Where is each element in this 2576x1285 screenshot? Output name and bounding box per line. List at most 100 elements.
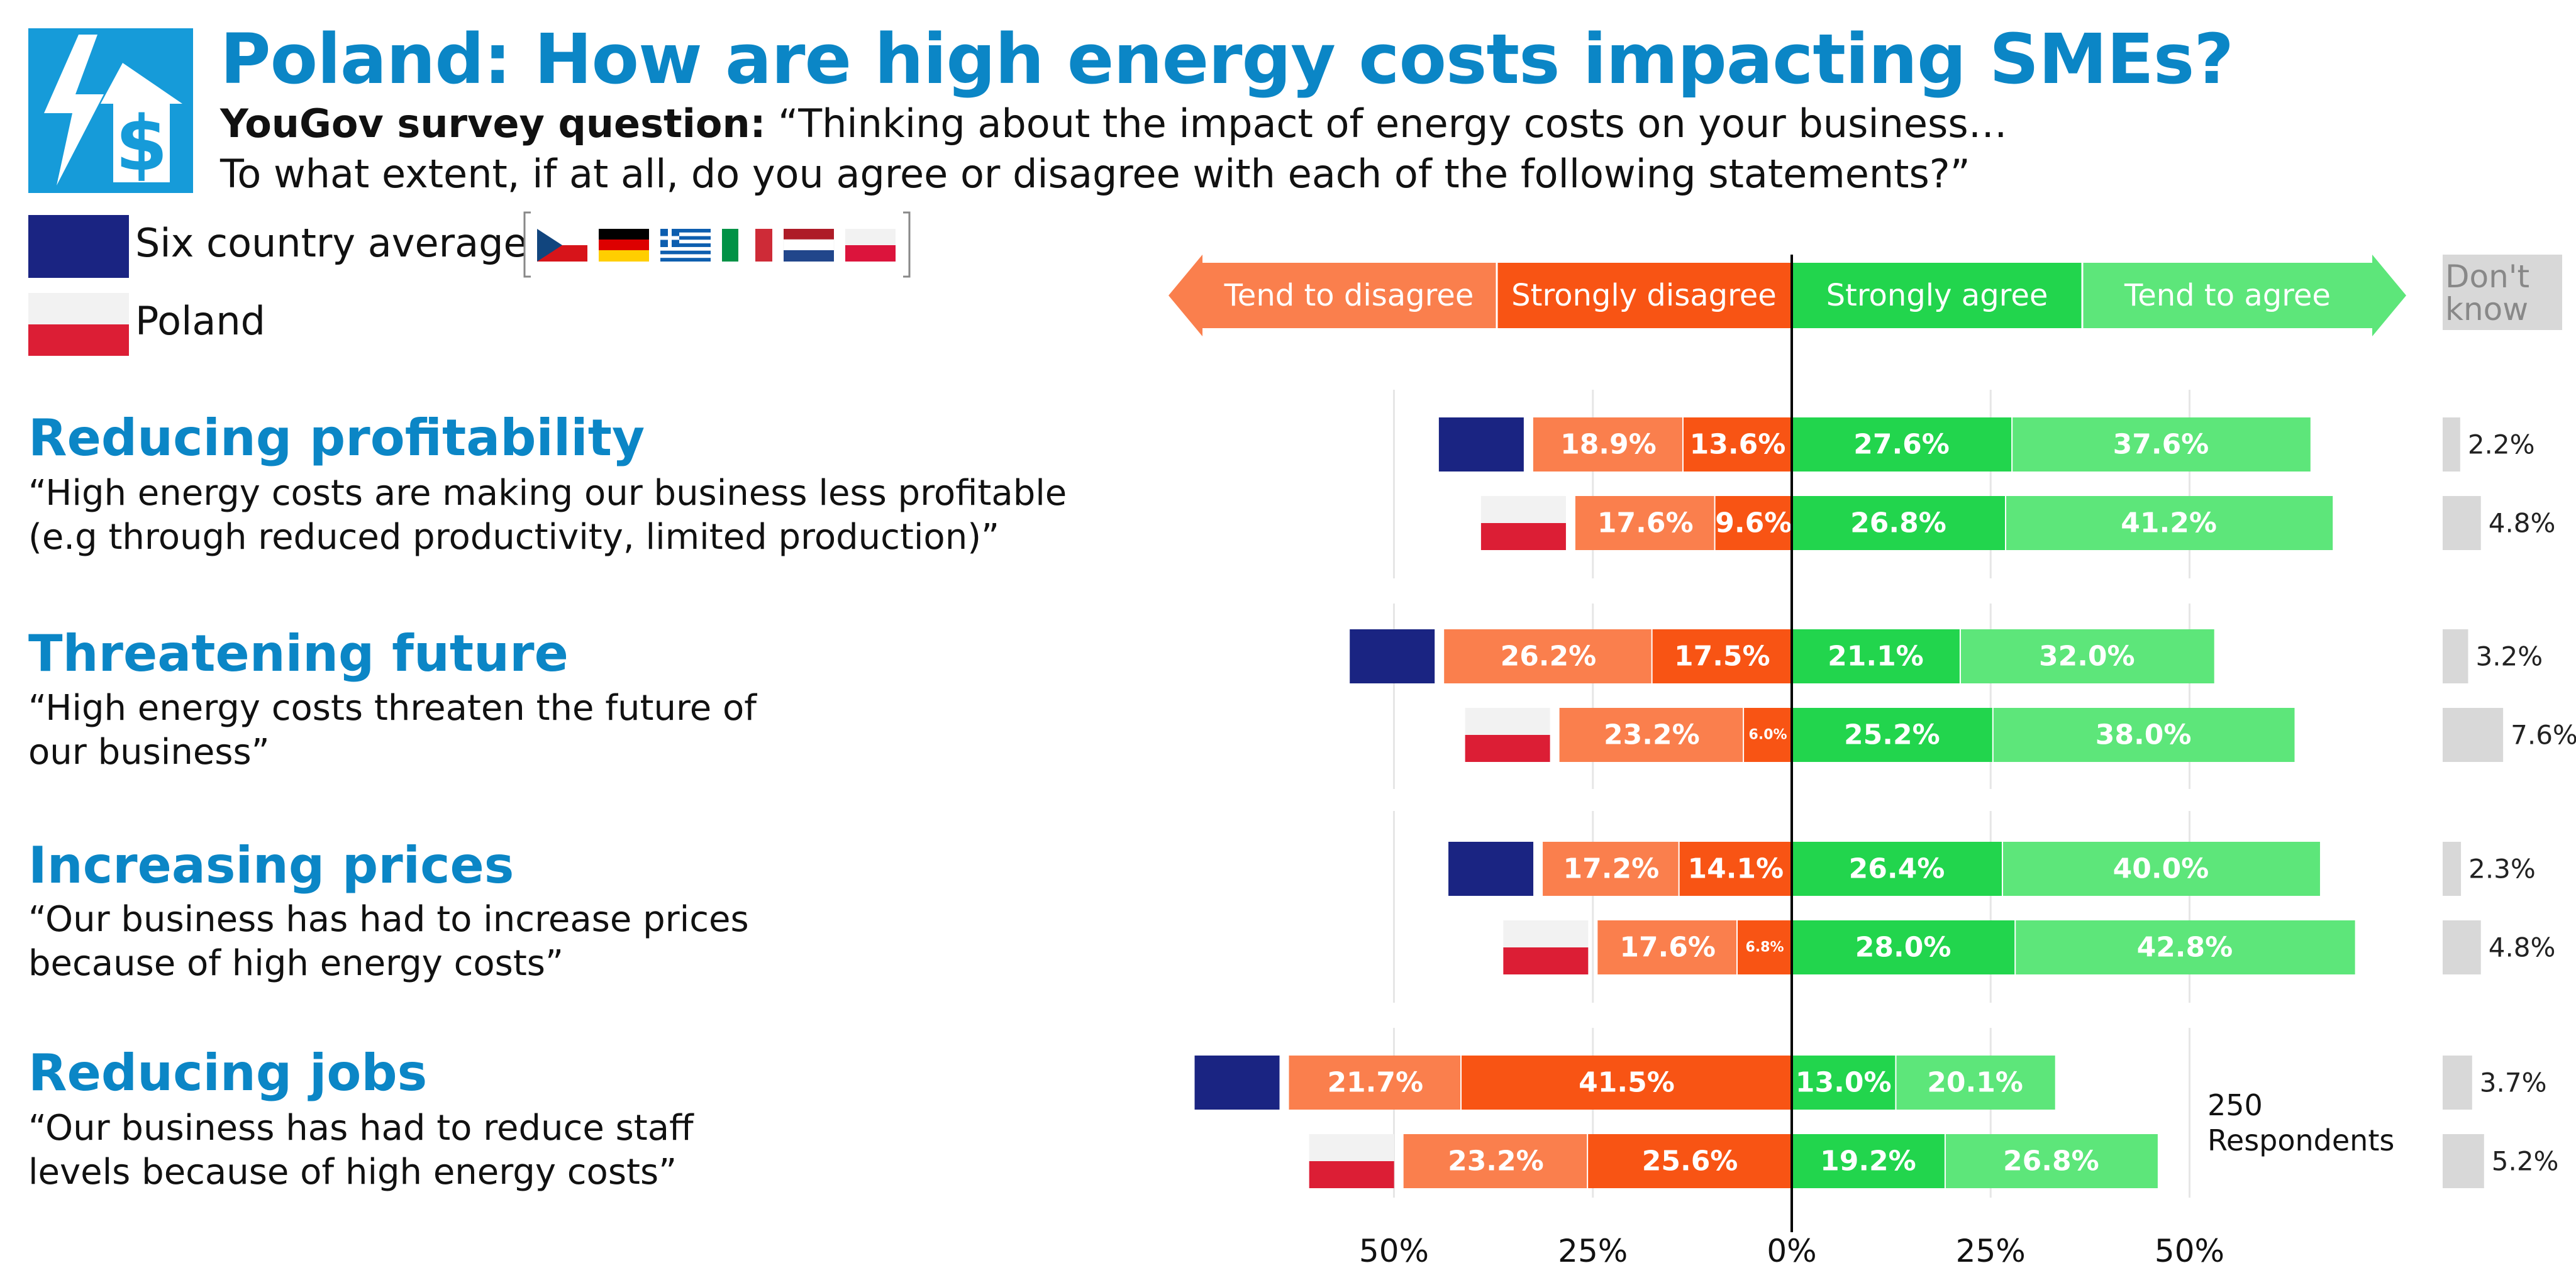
bar-tend-disagree: [1444, 629, 1652, 683]
label-tend-agree: 40.0%: [2113, 853, 2209, 885]
question-description-prices: “Our business has had to increase prices…: [28, 899, 749, 984]
legend-poland-swatch: [28, 293, 129, 356]
header-label-tend-agree: Tend to agree: [2124, 278, 2331, 313]
question-heading-profitability: Reducing profitability: [28, 409, 645, 467]
label-strongly-agree: 21.1%: [1828, 641, 1924, 673]
bar-tend-agree: [2016, 920, 2355, 974]
bar-dont-know: [2443, 417, 2460, 472]
header-label-dont-know-2: know: [2445, 291, 2528, 328]
label-tend-disagree: 23.2%: [1604, 719, 1700, 751]
label-tend-agree: 37.6%: [2113, 429, 2209, 461]
poland-marker-red: [1309, 1161, 1394, 1188]
bar-strongly-disagree: [1462, 1056, 1792, 1110]
bar-tend-disagree: [1289, 1056, 1461, 1110]
label-dont-know: 2.2%: [2468, 429, 2535, 460]
label-dont-know: 4.8%: [2489, 508, 2556, 539]
bar-dont-know: [2443, 1056, 2472, 1110]
bar-tend-agree: [1960, 629, 2214, 683]
question-heading-future: Threatening future: [28, 624, 569, 683]
label-strongly-disagree: 17.5%: [1674, 641, 1770, 673]
bar-row: 17.6% 6.8% 28.0% 42.8% 4.8%: [1503, 920, 2555, 974]
bar-row: 23.2% 6.0% 25.2% 38.0% 7.6%: [1465, 708, 2576, 762]
question-description-jobs: “Our business has had to reduce staff le…: [28, 1108, 694, 1193]
x-tick-label: 25%: [1558, 1233, 1628, 1269]
label-tend-disagree: 26.2%: [1501, 641, 1597, 673]
bar-strongly-agree: [1792, 708, 1992, 762]
bar-row: 23.2% 25.6% 19.2% 26.8% 5.2%: [1309, 1134, 2559, 1188]
bar-strongly-agree: [1792, 417, 2012, 472]
poland-marker-red: [1480, 523, 1566, 550]
bar-strongly-disagree: [1715, 496, 1792, 550]
label-strongly-disagree: 9.6%: [1715, 507, 1792, 539]
header-tend-agree: [2083, 263, 2372, 328]
question-heading-prices: Increasing prices: [28, 836, 514, 895]
label-strongly-disagree: 13.6%: [1690, 429, 1786, 461]
bar-strongly-disagree: [1679, 842, 1792, 896]
bar-strongly-disagree: [1652, 629, 1792, 683]
poland-marker-white: [1309, 1134, 1394, 1161]
bar-strongly-disagree: [1744, 708, 1792, 762]
bar-strongly-agree: [1792, 629, 1960, 683]
label-strongly-agree: 27.6%: [1853, 429, 1950, 461]
bar-tend-disagree: [1403, 1134, 1587, 1188]
bar-tend-disagree: [1597, 920, 1736, 974]
poland-marker-white: [1480, 496, 1566, 523]
legend-six-country-swatch: [28, 215, 129, 278]
label-strongly-disagree: 6.8%: [1745, 940, 1784, 956]
x-axis-ticks: 50% 25% 0% 25% 50%: [1359, 1233, 2224, 1269]
label-strongly-disagree: 25.6%: [1642, 1145, 1738, 1177]
header-label-dont-know-1: Don't: [2445, 258, 2529, 295]
bar-dont-know: [2443, 1134, 2484, 1188]
label-tend-agree: 26.8%: [2003, 1145, 2099, 1177]
left-arrow-head: [1169, 255, 1202, 336]
legend-six-country-label: Six country average: [135, 220, 528, 266]
bar-tend-disagree: [1575, 496, 1714, 550]
bar-tend-disagree: [1559, 708, 1743, 762]
bar-tend-disagree: [1533, 417, 1682, 472]
bar-tend-agree: [1896, 1056, 2055, 1110]
header-strongly-agree: [1792, 263, 2082, 328]
label-tend-disagree: 17.6%: [1597, 507, 1694, 539]
bar-strongly-agree: [1792, 1056, 1896, 1110]
respondents-label: Respondents: [2207, 1123, 2394, 1157]
x-tick-label: 50%: [1359, 1233, 1429, 1269]
bar-strongly-agree: [1792, 920, 2015, 974]
bar-tend-agree: [2012, 417, 2311, 472]
label-strongly-agree: 25.2%: [1844, 719, 1940, 751]
six-country-marker: [1438, 417, 1524, 472]
legend-poland-label: Poland: [135, 298, 265, 344]
bar-dont-know: [2443, 842, 2462, 896]
germany-flag-icon: [599, 229, 649, 262]
label-strongly-disagree: 14.1%: [1687, 853, 1784, 885]
label-dont-know: 5.2%: [2492, 1146, 2559, 1177]
survey-question-line-2: To what extent, if at all, do you agree …: [220, 151, 1970, 197]
label-strongly-agree: 28.0%: [1855, 932, 1951, 964]
greece-flag-icon: [660, 229, 711, 262]
response-scale-header: Tend to disagree Strongly disagree Strongl…: [1169, 255, 2562, 336]
netherlands-flag-icon: [783, 229, 835, 262]
header-label-tend-disagree: Tend to disagree: [1224, 278, 1474, 313]
bar-tend-agree: [1993, 708, 2295, 762]
bar-row: 17.2% 14.1% 26.4% 40.0% 2.3%: [1448, 842, 2536, 896]
poland-marker-white: [1503, 920, 1589, 947]
question-description-profitability: “High energy costs are making our busine…: [28, 473, 1067, 558]
logo-energy-cost-icon: $: [28, 28, 193, 193]
country-flags-group: [522, 210, 912, 279]
czech-flag-icon: [537, 229, 587, 262]
bar-strongly-agree: [1792, 496, 2006, 550]
label-strongly-agree: 26.4%: [1849, 853, 1945, 885]
header-strongly-disagree: [1497, 263, 1791, 328]
bar-rows: 18.9% 13.6% 27.6% 37.6% 2.2% 17.6% 9.6% 26.8% 41…: [1194, 417, 2576, 1188]
survey-question-text-1: “Thinking about the impact of energy cos…: [765, 101, 2007, 146]
page-title: Poland: How are high energy costs impact…: [220, 19, 2234, 99]
x-tick-label: 50%: [2155, 1233, 2224, 1269]
bar-row: 17.6% 9.6% 26.8% 41.2% 4.8%: [1480, 496, 2556, 550]
bar-strongly-agree: [1792, 1134, 1945, 1188]
question-description-future: “High energy costs threaten the future o…: [28, 688, 757, 773]
label-tend-agree: 41.2%: [2121, 507, 2217, 539]
bar-strongly-agree: [1792, 842, 2002, 896]
bar-strongly-disagree: [1683, 417, 1792, 472]
header-label-strongly-agree: Strongly agree: [1826, 278, 2048, 313]
label-dont-know: 2.3%: [2468, 854, 2536, 885]
bar-dont-know: [2443, 496, 2481, 550]
